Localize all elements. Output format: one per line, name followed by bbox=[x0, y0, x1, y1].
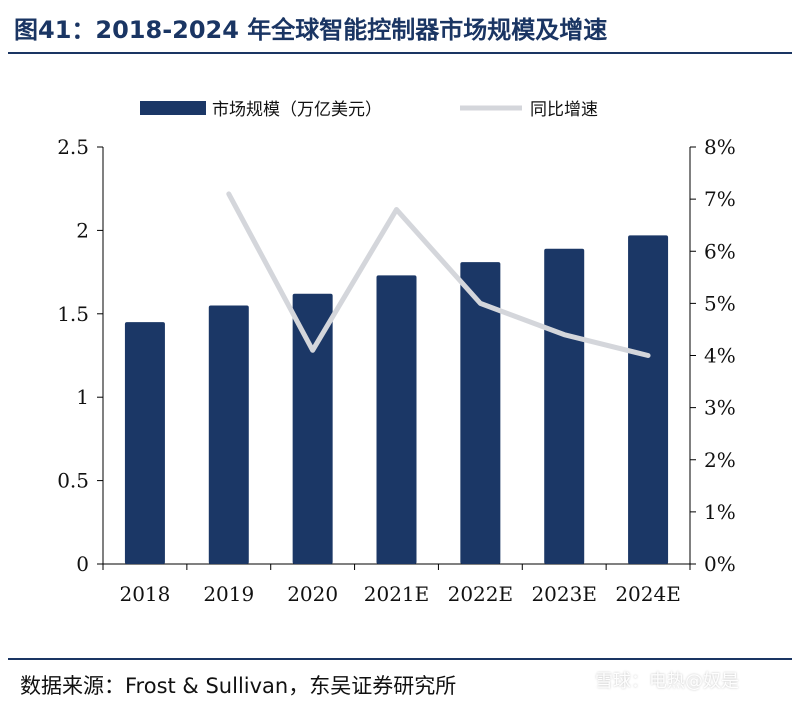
title-divider bbox=[8, 52, 792, 54]
x-tick-label: 2023E bbox=[531, 582, 597, 606]
x-tick-label: 2018 bbox=[119, 582, 170, 606]
right-tick-label: 4% bbox=[704, 344, 736, 368]
source-note: 数据来源：Frost & Sullivan，东吴证券研究所 bbox=[20, 674, 457, 698]
bars bbox=[124, 235, 669, 565]
bar-2020 bbox=[292, 293, 333, 564]
right-tick-label: 0% bbox=[704, 552, 736, 576]
right-tick-label: 5% bbox=[704, 291, 736, 315]
bar-2023E bbox=[544, 248, 585, 565]
right-tick-label: 2% bbox=[704, 448, 736, 472]
right-tick-label: 7% bbox=[704, 187, 736, 211]
bar-2021E bbox=[376, 275, 417, 564]
left-tick-label: 0 bbox=[76, 552, 89, 576]
left-tick-label: 2.5 bbox=[57, 135, 89, 159]
x-tick-label: 2024E bbox=[615, 582, 681, 606]
legend-swatch-bar bbox=[140, 101, 206, 115]
x-tick-label: 2019 bbox=[203, 582, 254, 606]
chart: 市场规模（万亿美元） 同比增速 0 0.5 1 1.5 2 2.5 0% 1% 2% 3% 4% 5%… bbox=[57, 100, 736, 606]
right-tick-label: 6% bbox=[704, 239, 736, 263]
x-tick-label: 2021E bbox=[364, 582, 430, 606]
legend: 市场规模（万亿美元） 同比增速 bbox=[140, 100, 598, 120]
left-tick-label: 2 bbox=[76, 218, 89, 242]
x-tick-label: 2020 bbox=[287, 582, 338, 606]
left-tick-label: 0.5 bbox=[57, 469, 89, 493]
bar-2019 bbox=[208, 305, 249, 564]
bar-2022E bbox=[460, 262, 501, 564]
x-tick-label: 2022E bbox=[448, 582, 514, 606]
left-tick-label: 1 bbox=[76, 385, 89, 409]
growth-line bbox=[226, 191, 651, 358]
growth-line-path bbox=[226, 191, 651, 358]
bar-2018 bbox=[124, 322, 165, 564]
legend-label-line: 同比增速 bbox=[530, 100, 598, 120]
right-tick-label: 8% bbox=[704, 135, 736, 159]
legend-label-bar: 市场规模（万亿美元） bbox=[212, 100, 382, 120]
right-tick-label: 1% bbox=[704, 500, 736, 524]
right-tick-label: 3% bbox=[704, 396, 736, 420]
watermark: 雪球：电热@奴是 bbox=[595, 671, 739, 692]
tick-labels: 0 0.5 1 1.5 2 2.5 0% 1% 2% 3% 4% 5% 6% 7% 8% 2018 2019 20… bbox=[57, 135, 736, 606]
chart-title: 图41：2018-2024 年全球智能控制器市场规模及增速 bbox=[14, 16, 608, 44]
source-divider bbox=[8, 658, 792, 660]
left-tick-label: 1.5 bbox=[57, 302, 89, 326]
bar-2024E bbox=[628, 235, 669, 565]
